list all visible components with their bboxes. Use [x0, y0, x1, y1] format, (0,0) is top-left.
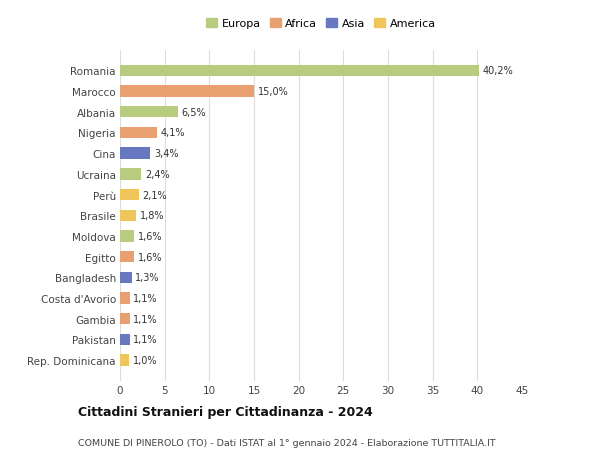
Text: 3,4%: 3,4%	[154, 149, 178, 159]
Bar	[120, 86, 254, 97]
Text: 15,0%: 15,0%	[257, 87, 289, 97]
Text: 1,6%: 1,6%	[138, 252, 163, 262]
Bar	[120, 148, 151, 159]
Text: 1,6%: 1,6%	[138, 231, 163, 241]
Text: 1,1%: 1,1%	[133, 314, 158, 324]
Bar	[120, 231, 134, 242]
Text: Cittadini Stranieri per Cittadinanza - 2024: Cittadini Stranieri per Cittadinanza - 2…	[78, 405, 373, 419]
Bar	[120, 272, 131, 283]
Legend: Europa, Africa, Asia, America: Europa, Africa, Asia, America	[204, 17, 438, 31]
Text: 2,4%: 2,4%	[145, 169, 170, 179]
Text: 1,8%: 1,8%	[140, 211, 164, 221]
Text: 1,3%: 1,3%	[135, 273, 160, 283]
Text: 1,1%: 1,1%	[133, 335, 158, 345]
Text: 2,1%: 2,1%	[142, 190, 167, 200]
Text: COMUNE DI PINEROLO (TO) - Dati ISTAT al 1° gennaio 2024 - Elaborazione TUTTITALI: COMUNE DI PINEROLO (TO) - Dati ISTAT al …	[78, 438, 496, 447]
Bar	[120, 190, 139, 201]
Text: 6,5%: 6,5%	[182, 107, 206, 118]
Bar	[120, 334, 130, 345]
Bar	[120, 355, 129, 366]
Bar	[120, 313, 130, 325]
Bar	[120, 66, 479, 77]
Bar	[120, 210, 136, 221]
Bar	[120, 169, 142, 180]
Bar	[120, 128, 157, 139]
Text: 4,1%: 4,1%	[160, 128, 185, 138]
Text: 1,0%: 1,0%	[133, 355, 157, 365]
Text: 40,2%: 40,2%	[482, 66, 514, 76]
Bar	[120, 293, 130, 304]
Bar	[120, 252, 134, 263]
Bar	[120, 107, 178, 118]
Text: 1,1%: 1,1%	[133, 293, 158, 303]
